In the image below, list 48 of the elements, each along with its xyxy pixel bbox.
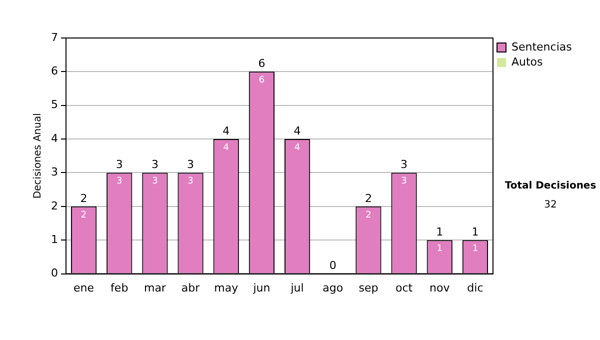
y-tick-label: 4 bbox=[51, 132, 58, 145]
data-label: 1 bbox=[436, 244, 442, 254]
x-tick-label: jun bbox=[252, 281, 270, 294]
total-label: 4 bbox=[222, 124, 230, 138]
y-tick-label: 2 bbox=[51, 199, 58, 212]
total-label: 4 bbox=[294, 124, 301, 138]
total-label: 2 bbox=[80, 192, 88, 205]
total-label: 1 bbox=[472, 225, 479, 238]
total-label: 3 bbox=[151, 158, 158, 172]
x-tick-label: jul bbox=[290, 281, 304, 294]
x-tick-label: nov bbox=[430, 281, 450, 294]
data-label: 6 bbox=[258, 76, 265, 86]
text: Total Decisiones bbox=[504, 180, 596, 192]
total-label: 6 bbox=[258, 57, 266, 70]
x-tick-label: oct bbox=[395, 281, 414, 294]
y-tick-label: 6 bbox=[51, 64, 58, 78]
data-label: 3 bbox=[401, 176, 407, 187]
total-label: 2 bbox=[364, 192, 372, 205]
x-tick-label: feb bbox=[110, 281, 128, 294]
text: 32 bbox=[544, 200, 557, 211]
x-tick-label: dic bbox=[467, 281, 484, 294]
y-tick-label: 0 bbox=[51, 266, 58, 280]
legend-label: Autos bbox=[512, 55, 544, 68]
x-tick-label: may bbox=[214, 281, 239, 294]
x-tick-label: mar bbox=[144, 281, 166, 294]
total-label: 0 bbox=[329, 259, 336, 272]
x-tick-label: ene bbox=[74, 281, 94, 294]
data-label: 2 bbox=[366, 210, 372, 220]
legend-label: Sentencias bbox=[512, 40, 572, 54]
total-label: 3 bbox=[116, 158, 123, 172]
y-tick-label: 7 bbox=[51, 30, 58, 44]
y-tick-label: 3 bbox=[51, 166, 58, 179]
data-label: 3 bbox=[152, 176, 158, 187]
data-label: 3 bbox=[188, 176, 194, 187]
total-label: 3 bbox=[187, 158, 194, 172]
total-label: 3 bbox=[400, 158, 408, 172]
y-tick-label: 1 bbox=[51, 232, 58, 246]
y-axis-title: Decisiones Anual bbox=[32, 113, 44, 199]
x-tick-label: sep bbox=[358, 281, 378, 294]
data-label: 4 bbox=[294, 142, 300, 153]
data-label: 3 bbox=[116, 176, 122, 187]
x-tick-label: ago bbox=[322, 281, 344, 294]
x-tick-label: abr bbox=[181, 281, 200, 294]
y-tick-label: 5 bbox=[51, 98, 58, 112]
data-label: 2 bbox=[80, 210, 87, 220]
data-label: 4 bbox=[223, 142, 230, 153]
data-label: 1 bbox=[472, 244, 478, 254]
total-label: 1 bbox=[436, 225, 444, 238]
